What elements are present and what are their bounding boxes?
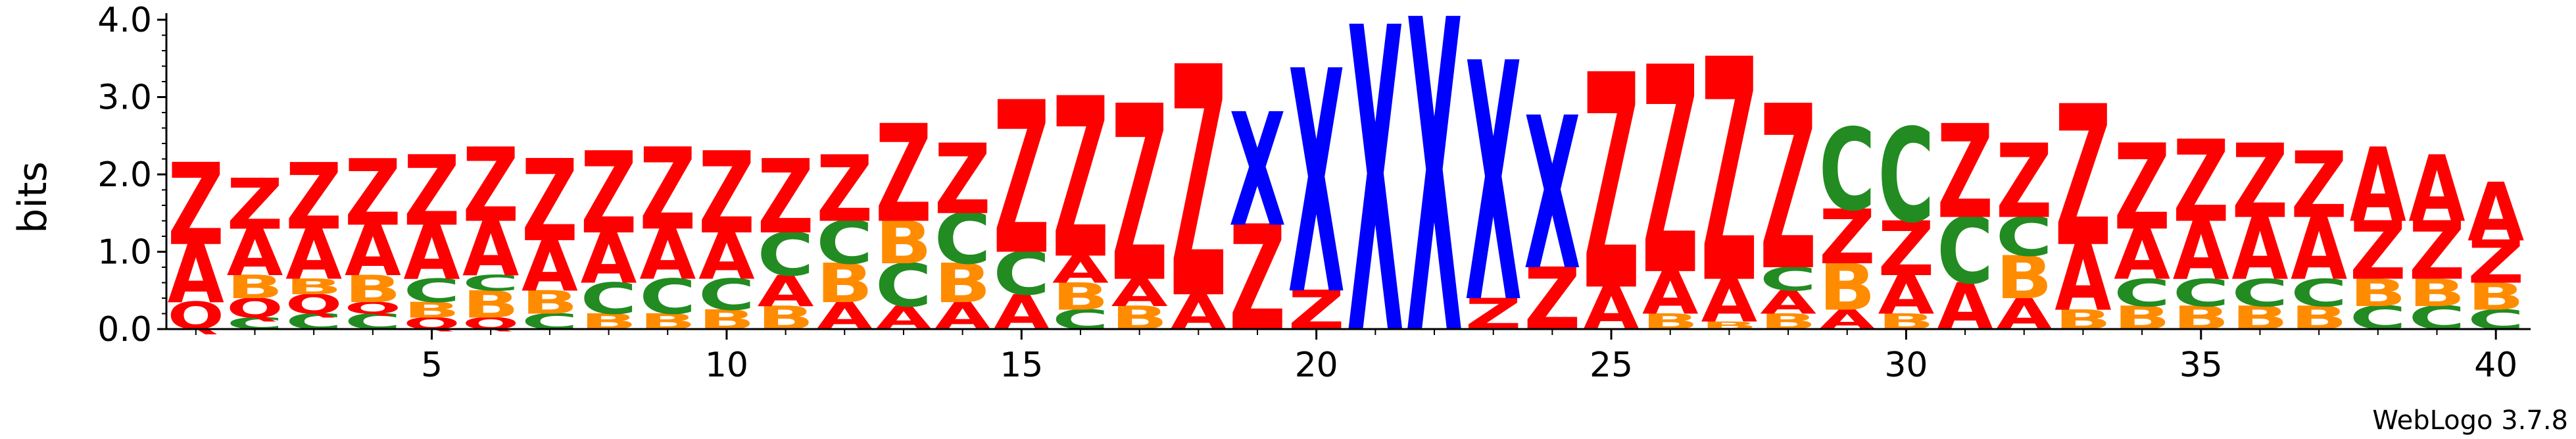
x-tick-label: 40: [2474, 346, 2517, 385]
logo-glyph: Z: [168, 139, 224, 271]
logo-glyph: Z: [522, 136, 578, 267]
logo-glyph: X: [1524, 74, 1580, 317]
logo-glyph: Z: [2173, 116, 2229, 247]
x-tick-label: 35: [2179, 346, 2223, 385]
logo-glyph: Z: [758, 138, 814, 257]
logo-glyph: Z: [2114, 119, 2170, 257]
logo-glyph: C: [1878, 102, 1934, 252]
logo-glyph: Z: [1170, 1, 1227, 369]
x-tick-label: 5: [421, 346, 443, 385]
logo-glyph: Z: [2231, 122, 2288, 242]
y-axis-label: bits: [10, 161, 56, 234]
logo-glyph: Z: [1996, 122, 2053, 242]
y-tick-label: 0.0: [97, 310, 152, 349]
logo-glyph: Z: [1937, 98, 1993, 247]
logo-glyph: Z: [875, 97, 932, 253]
y-tick-label: 1.0: [97, 233, 152, 272]
logo-glyph: C: [1819, 105, 1876, 236]
x-tick-label: 10: [705, 346, 748, 385]
logo-glyph: Z: [935, 124, 991, 236]
logo-glyph: Z: [285, 144, 342, 250]
logo-glyph: Z: [581, 128, 637, 259]
x-tick-label: 30: [1884, 346, 1928, 385]
logo-glyph: X: [1229, 80, 1286, 261]
logo-glyph: Z: [1111, 56, 1168, 337]
logo-glyph: Z: [993, 57, 1050, 301]
logo-glyph: Z: [1760, 59, 1816, 321]
logo-glyph: Z: [1583, 13, 1640, 357]
logo-glyph: Z: [226, 164, 283, 245]
logo-glyph: X: [1465, 0, 1522, 376]
weblogo-credit: WebLogo 3.7.8: [2372, 405, 2568, 436]
x-tick-label: 20: [1295, 346, 1338, 385]
logo-glyph: X: [1406, 0, 1463, 431]
x-tick-label: 15: [1000, 346, 1043, 385]
x-tick-label: 25: [1590, 346, 1633, 385]
logo-glyph: Z: [1052, 52, 1109, 308]
logo-glyph: X: [1347, 0, 1403, 428]
logo-glyph: A: [2408, 136, 2465, 242]
logo-glyph: Z: [462, 126, 519, 245]
logo-glyph: Z: [1642, 7, 1699, 338]
logo-glyph: Z: [345, 141, 401, 247]
logo-glyph: A: [2350, 126, 2406, 245]
logo-glyph: Z: [639, 124, 696, 255]
logo-glyph: Z: [1701, 0, 1757, 352]
logo-glyph: Z: [2054, 65, 2111, 290]
logo-glyph: Z: [698, 128, 755, 259]
logo-glyph: Z: [403, 136, 460, 247]
logo-glyph-stacks: QAZCQBAZCQBAZCQBAZQBCAZQBCAZCBAZBCAZBCAZ…: [168, 0, 2524, 431]
logo-glyph: Z: [816, 137, 873, 243]
logo-glyph: A: [2467, 165, 2524, 259]
logo-glyph: Z: [2291, 133, 2347, 239]
y-tick-label: 3.0: [97, 78, 152, 118]
y-tick-label: 2.0: [97, 155, 152, 195]
logo-glyph: X: [1288, 6, 1345, 363]
y-tick-label: 4.0: [97, 1, 152, 40]
